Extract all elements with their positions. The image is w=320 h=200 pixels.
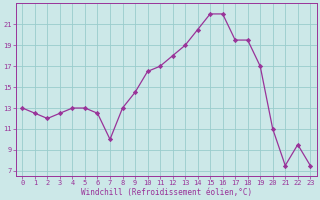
- X-axis label: Windchill (Refroidissement éolien,°C): Windchill (Refroidissement éolien,°C): [81, 188, 252, 197]
